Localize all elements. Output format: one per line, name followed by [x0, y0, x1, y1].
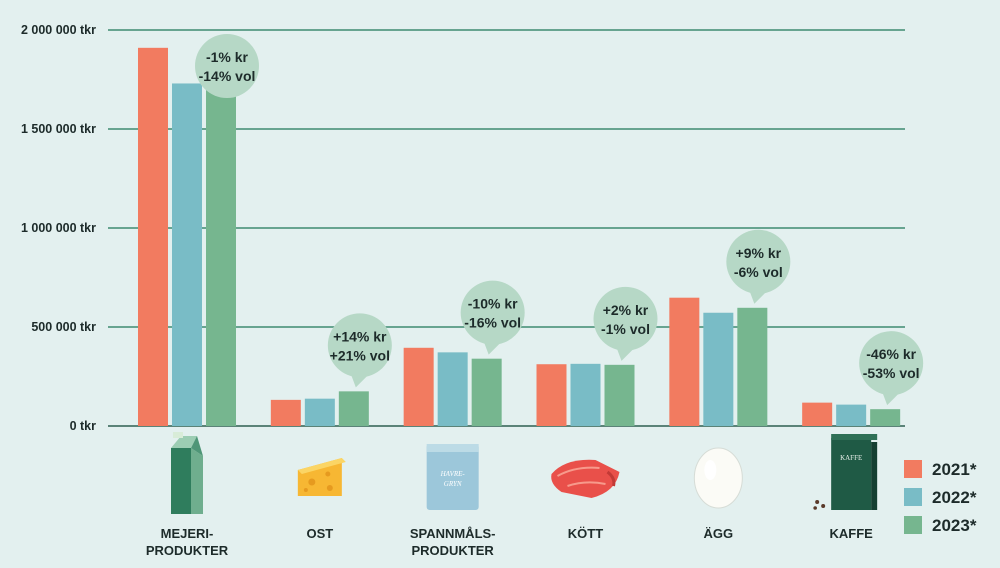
- y-tick-label: 1 500 000 tkr: [21, 122, 96, 136]
- bubble-circle: [460, 280, 525, 345]
- annotation-text: -16% vol: [464, 315, 521, 331]
- category-icons: HAVRE- GRYN KAFFE: [171, 432, 878, 514]
- bubble-circle: [327, 313, 392, 378]
- bar-2022-3: [570, 363, 601, 426]
- bar-2021-5: [802, 402, 833, 426]
- annotation-bubble: +2% kr -1% vol: [593, 286, 658, 361]
- legend: 2021* 2022* 2023*: [904, 460, 977, 535]
- annotation-bubble: +9% kr -6% vol: [726, 229, 791, 304]
- category-label: PRODUKTER: [146, 543, 229, 558]
- bar-2022-0: [172, 83, 202, 427]
- y-tick-label: 1 000 000 tkr: [21, 221, 96, 235]
- oat-bag-label: HAVRE-: [440, 470, 466, 478]
- legend-swatch: [904, 460, 922, 478]
- bar-2022-5: [836, 404, 867, 426]
- legend-label: 2023*: [932, 516, 977, 535]
- bar-2022-4: [703, 312, 734, 426]
- bar-2023-0: [206, 78, 236, 426]
- oat-bag-label: GRYN: [444, 480, 462, 488]
- bar-2023-5: [870, 409, 901, 426]
- y-tick-label: 0 tkr: [70, 419, 97, 433]
- category-label: PRODUKTER: [411, 543, 494, 558]
- annotation-text: -53% vol: [863, 365, 920, 381]
- annotation-text: +2% kr: [603, 302, 649, 318]
- meat-icon: [551, 459, 620, 498]
- annotation-bubble: -46% kr -53% vol: [859, 331, 924, 406]
- legend-label: 2021*: [932, 460, 977, 479]
- bar-2023-1: [338, 391, 369, 426]
- legend-swatch: [904, 488, 922, 506]
- bar-2023-3: [604, 364, 635, 426]
- annotation-bubble: -10% kr -16% vol: [460, 280, 525, 355]
- bubble-circle: [195, 34, 259, 98]
- category-label: KAFFE: [829, 526, 873, 541]
- y-tick-label: 500 000 tkr: [31, 320, 96, 334]
- bar-2021-1: [270, 399, 301, 426]
- bar-2021-4: [669, 297, 700, 426]
- milk-carton-icon: [171, 432, 203, 514]
- bubble-circle: [859, 331, 924, 396]
- annotation-bubble: -1% kr -14% vol: [195, 34, 259, 98]
- egg-icon: [693, 447, 743, 509]
- legend-swatch: [904, 516, 922, 534]
- annotation-text: -1% kr: [206, 49, 249, 65]
- annotation-text: +21% vol: [330, 347, 390, 363]
- annotation-text: -6% vol: [734, 264, 783, 280]
- bar-2022-1: [304, 398, 335, 426]
- bar-2021-0: [138, 47, 168, 426]
- annotation-text: -14% vol: [199, 68, 256, 84]
- bar-2022-2: [437, 352, 468, 426]
- bar-2023-2: [471, 358, 502, 426]
- annotation-text: -10% kr: [468, 296, 518, 312]
- category-label: OST: [306, 526, 333, 541]
- category-label: SPANNMÅLS-: [410, 526, 496, 541]
- annotation-bubble: +14% kr +21% vol: [327, 313, 392, 388]
- bar-2021-2: [403, 347, 434, 426]
- grid-layer: 0 tkr 500 000 tkr 1 000 000 tkr 1 500 000 t…: [21, 23, 905, 433]
- bar-2023-4: [737, 307, 768, 426]
- bubble-circle: [593, 286, 658, 351]
- cheese-icon: [297, 458, 346, 496]
- annotation-text: -1% vol: [601, 321, 650, 337]
- annotation-text: +14% kr: [333, 328, 387, 344]
- category-label: ÄGG: [704, 526, 734, 541]
- bar-2021-3: [536, 364, 567, 426]
- category-label: MEJERI-: [161, 526, 214, 541]
- coffee-bag-icon: KAFFE: [813, 434, 878, 510]
- y-tick-label: 2 000 000 tkr: [21, 23, 96, 37]
- annotation-text: +9% kr: [736, 245, 782, 261]
- category-labels: MEJERI- PRODUKTER OST SPANNMÅLS- PRODUKTER KÖ…: [146, 526, 873, 558]
- bubble-circle: [726, 229, 791, 294]
- bars-layer: [138, 47, 901, 427]
- coffee-bag-label: KAFFE: [840, 454, 862, 462]
- annotation-text: -46% kr: [866, 346, 916, 362]
- oat-bag-icon: HAVRE- GRYN: [426, 444, 479, 510]
- category-label: KÖTT: [568, 526, 603, 541]
- legend-label: 2022*: [932, 488, 977, 507]
- annotation-layer: -1% kr -14% vol +14% kr +21% vol -10% kr -16%…: [195, 34, 924, 406]
